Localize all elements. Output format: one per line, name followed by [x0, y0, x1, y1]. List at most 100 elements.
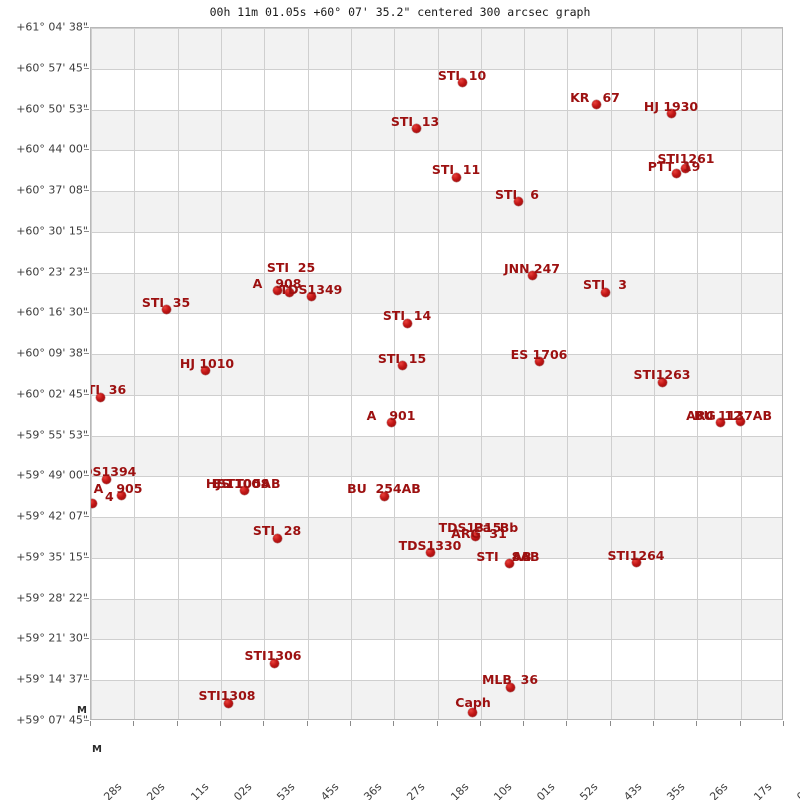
- star-marker[interactable]: [631, 557, 641, 567]
- star-marker[interactable]: [91, 498, 97, 508]
- star-marker[interactable]: [161, 304, 171, 314]
- star-label: STI1261: [657, 151, 715, 166]
- gridline-vertical: [350, 28, 352, 719]
- y-axis-tick-mark: [84, 271, 89, 273]
- gridline-vertical: [264, 28, 266, 719]
- star-marker[interactable]: [425, 547, 435, 557]
- gridline-horizontal: [91, 435, 782, 437]
- star-marker[interactable]: [534, 356, 544, 366]
- x-axis-tick-mark: [176, 721, 178, 726]
- star-marker[interactable]: [715, 417, 725, 427]
- star-label: AB: [512, 549, 532, 564]
- star-marker[interactable]: [513, 196, 523, 206]
- star-marker[interactable]: [505, 682, 515, 692]
- star-label: ARG 31: [451, 526, 507, 541]
- star-marker[interactable]: [116, 490, 126, 500]
- star-marker[interactable]: [402, 318, 412, 328]
- x-axis-tick-mark: [739, 721, 741, 726]
- y-axis-tick-mark: [84, 556, 89, 558]
- gridline-horizontal: [91, 68, 782, 70]
- star-marker[interactable]: [504, 558, 514, 568]
- x-axis-tick-mark: [479, 721, 481, 726]
- y-axis-tick-mark: [84, 312, 89, 314]
- star-marker[interactable]: [657, 377, 667, 387]
- y-axis-tick-label: +61° 04' 38": [16, 20, 88, 34]
- background-band: [91, 435, 782, 477]
- star-label: TDS1349: [279, 282, 343, 297]
- x-axis: 00h 19m 28s00h 18m 20s00h 17m 11s00h 16m…: [81, 721, 800, 800]
- star-label: STI1264: [607, 548, 665, 563]
- chart-title: 00h 11m 01.05s +60° 07' 35.2" centered 3…: [209, 5, 591, 19]
- y-axis-tick-mark: [84, 393, 89, 395]
- plot-area: STI 10 KR 67 HJ 1930 STI 13 STI1261 PTT 19 STI…: [90, 27, 783, 720]
- star-marker[interactable]: [272, 533, 282, 543]
- axis-minor-glyph: Μ: [77, 705, 87, 716]
- x-axis-tick-mark: [393, 721, 395, 726]
- background-band: [91, 109, 782, 151]
- y-axis-tick-label: +60° 30' 15": [16, 224, 88, 238]
- y-axis-tick-label: +60° 37' 08": [16, 183, 88, 197]
- star-marker[interactable]: [467, 707, 477, 717]
- gridline-horizontal: [91, 150, 782, 152]
- star-label: TDS1394: [91, 464, 137, 479]
- star-label: HJ 1010: [179, 356, 235, 371]
- star-marker[interactable]: [397, 360, 407, 370]
- star-label: STI 35: [141, 295, 191, 310]
- star-marker[interactable]: [306, 291, 316, 301]
- star-marker[interactable]: [379, 491, 389, 501]
- x-axis-tick-mark: [263, 721, 265, 726]
- star-label: A 908: [252, 276, 302, 291]
- star-marker[interactable]: [451, 172, 461, 182]
- x-axis-tick-mark: [436, 721, 438, 726]
- gridline-horizontal: [91, 28, 782, 29]
- gridline-horizontal: [91, 557, 782, 559]
- star-marker[interactable]: [671, 168, 681, 178]
- y-axis-tick-mark: [84, 638, 89, 640]
- y-axis-tick-label: +59° 49' 00": [16, 468, 88, 482]
- gridline-horizontal: [91, 313, 782, 315]
- star-marker[interactable]: [680, 163, 690, 173]
- star-marker[interactable]: [527, 270, 537, 280]
- gridline-horizontal: [91, 517, 782, 519]
- y-axis-tick-label: +59° 55' 53": [16, 428, 88, 442]
- y-axis-tick-mark: [84, 230, 89, 232]
- star-label: STI 25: [266, 260, 316, 275]
- star-marker[interactable]: [284, 287, 294, 297]
- x-axis-tick-mark: [219, 721, 221, 726]
- star-marker[interactable]: [272, 285, 282, 295]
- star-marker[interactable]: [386, 417, 396, 427]
- y-axis-tick-mark: [84, 27, 89, 28]
- star-marker[interactable]: [666, 108, 676, 118]
- star-marker[interactable]: [411, 123, 421, 133]
- y-axis-tick-mark: [84, 597, 89, 599]
- x-axis-tick-mark: [609, 721, 611, 726]
- background-band: [91, 598, 782, 640]
- star-marker[interactable]: [239, 485, 249, 495]
- star-label: STI 10: [437, 68, 487, 83]
- star-marker[interactable]: [591, 99, 601, 109]
- star-label: A 905: [93, 481, 143, 496]
- star-label: STI 15: [377, 351, 427, 366]
- star-marker[interactable]: [101, 474, 111, 484]
- y-axis-tick-label: +60° 16' 30": [16, 305, 88, 319]
- star-marker[interactable]: [269, 658, 279, 668]
- x-axis-tick-mark: [523, 721, 525, 726]
- star-marker[interactable]: [457, 77, 467, 87]
- star-marker[interactable]: [223, 698, 233, 708]
- star-label: ES 1008: [212, 476, 270, 491]
- star-marker[interactable]: [470, 531, 480, 541]
- gridline-horizontal: [91, 191, 782, 193]
- star-marker[interactable]: [600, 287, 610, 297]
- star-marker[interactable]: [95, 392, 105, 402]
- gridline-horizontal: [91, 272, 782, 274]
- star-marker[interactable]: [735, 416, 745, 426]
- gridline-vertical: [91, 28, 92, 719]
- y-axis-tick-mark: [84, 516, 89, 518]
- y-axis-tick-mark: [84, 720, 89, 721]
- star-marker[interactable]: [200, 365, 210, 375]
- gridline-horizontal: [91, 598, 782, 600]
- gridline-horizontal: [91, 231, 782, 233]
- gridline-vertical: [307, 28, 309, 719]
- gridline-vertical: [480, 28, 482, 719]
